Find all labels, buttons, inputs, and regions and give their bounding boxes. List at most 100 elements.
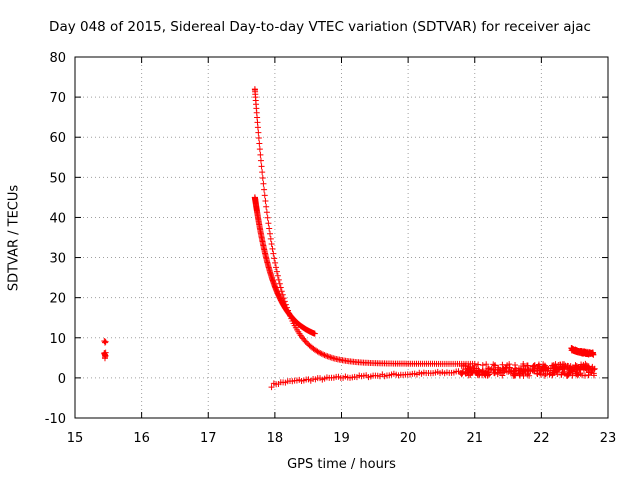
data-point bbox=[580, 361, 587, 368]
data-point bbox=[272, 259, 279, 266]
data-point bbox=[255, 129, 262, 136]
data-point bbox=[512, 365, 519, 372]
data-point bbox=[535, 361, 542, 368]
data-point bbox=[268, 240, 275, 247]
data-point bbox=[460, 362, 467, 369]
data-point bbox=[540, 364, 547, 371]
data-point bbox=[267, 235, 274, 242]
data-point bbox=[558, 371, 565, 378]
data-point bbox=[590, 372, 597, 379]
data-point bbox=[525, 366, 532, 373]
y-tick-label: 50 bbox=[49, 171, 66, 186]
data-point bbox=[522, 367, 529, 374]
data-point bbox=[459, 370, 466, 377]
data-point bbox=[542, 370, 549, 377]
axis-ticks: 15 16 17 18 19 20 21 22 23 -10 0 10 20 30 40 50 60 70 80 bbox=[45, 51, 617, 446]
y-tick-label: -10 bbox=[45, 412, 66, 427]
data-point bbox=[269, 245, 276, 252]
data-point bbox=[257, 151, 264, 158]
data-point bbox=[276, 280, 283, 287]
data-point bbox=[576, 366, 583, 373]
data-point bbox=[547, 370, 554, 377]
data-point bbox=[541, 364, 548, 371]
data-point bbox=[270, 250, 277, 257]
data-point bbox=[572, 367, 579, 374]
data-point bbox=[490, 361, 497, 368]
data-point bbox=[273, 264, 280, 271]
data-point bbox=[257, 157, 264, 164]
data-point bbox=[496, 368, 503, 375]
data-point bbox=[101, 339, 108, 346]
data-point bbox=[324, 353, 331, 360]
data-point bbox=[321, 352, 328, 359]
data-point bbox=[500, 369, 507, 376]
x-tick-label: 23 bbox=[600, 431, 617, 446]
x-tick-label: 18 bbox=[267, 431, 284, 446]
data-point bbox=[506, 364, 513, 371]
data-point bbox=[565, 363, 572, 370]
data-point bbox=[590, 351, 597, 358]
x-tick-label: 15 bbox=[67, 431, 84, 446]
data-point bbox=[301, 337, 308, 344]
data-point bbox=[511, 367, 518, 374]
data-point bbox=[520, 361, 527, 368]
data-point bbox=[526, 372, 533, 379]
data-point bbox=[265, 220, 272, 227]
data-point bbox=[553, 363, 560, 370]
data-point bbox=[266, 230, 273, 237]
data-point bbox=[268, 384, 275, 391]
data-point bbox=[264, 214, 271, 221]
data-point bbox=[530, 363, 537, 370]
data-point bbox=[317, 350, 324, 357]
data-point bbox=[479, 362, 486, 369]
data-point bbox=[563, 372, 570, 379]
data-point bbox=[585, 372, 592, 379]
data-point bbox=[320, 351, 327, 358]
data-point bbox=[569, 372, 576, 379]
data-point bbox=[255, 135, 262, 142]
data-point bbox=[475, 367, 482, 374]
chart-title: Day 048 of 2015, Sidereal Day-to-day VTE… bbox=[49, 19, 591, 35]
data-point bbox=[256, 146, 263, 153]
data-point bbox=[273, 268, 280, 275]
data-points bbox=[101, 86, 598, 391]
data-point bbox=[261, 192, 268, 199]
data-point bbox=[318, 350, 325, 357]
data-point bbox=[556, 366, 563, 373]
data-point bbox=[254, 119, 261, 126]
data-point bbox=[531, 362, 538, 369]
y-tick-label: 30 bbox=[49, 252, 66, 267]
data-point bbox=[476, 371, 483, 378]
data-point bbox=[303, 339, 310, 346]
data-point bbox=[510, 370, 517, 377]
data-point bbox=[259, 174, 266, 181]
data-point bbox=[516, 369, 523, 376]
data-point bbox=[260, 180, 267, 187]
x-tick-label: 17 bbox=[200, 431, 217, 446]
x-tick-label: 21 bbox=[466, 431, 483, 446]
y-tick-label: 60 bbox=[49, 131, 66, 146]
data-point bbox=[499, 372, 506, 379]
y-tick-label: 20 bbox=[49, 292, 66, 307]
data-point bbox=[102, 349, 109, 356]
y-tick-label: 10 bbox=[49, 332, 66, 347]
data-point bbox=[577, 364, 584, 371]
data-point bbox=[582, 372, 589, 379]
data-point bbox=[556, 361, 563, 368]
data-point bbox=[521, 368, 528, 375]
data-point bbox=[507, 369, 514, 376]
data-point bbox=[101, 355, 108, 362]
data-point bbox=[546, 371, 553, 378]
data-point bbox=[577, 370, 584, 377]
data-point bbox=[491, 369, 498, 376]
data-point bbox=[254, 124, 261, 131]
data-point bbox=[549, 362, 556, 369]
data-point bbox=[479, 367, 486, 374]
data-point bbox=[271, 255, 278, 262]
data-point bbox=[534, 370, 541, 377]
data-point bbox=[483, 361, 490, 368]
data-point bbox=[551, 369, 558, 376]
x-tick-label: 16 bbox=[133, 431, 150, 446]
data-point bbox=[261, 186, 268, 193]
plot-frame bbox=[74, 56, 609, 419]
